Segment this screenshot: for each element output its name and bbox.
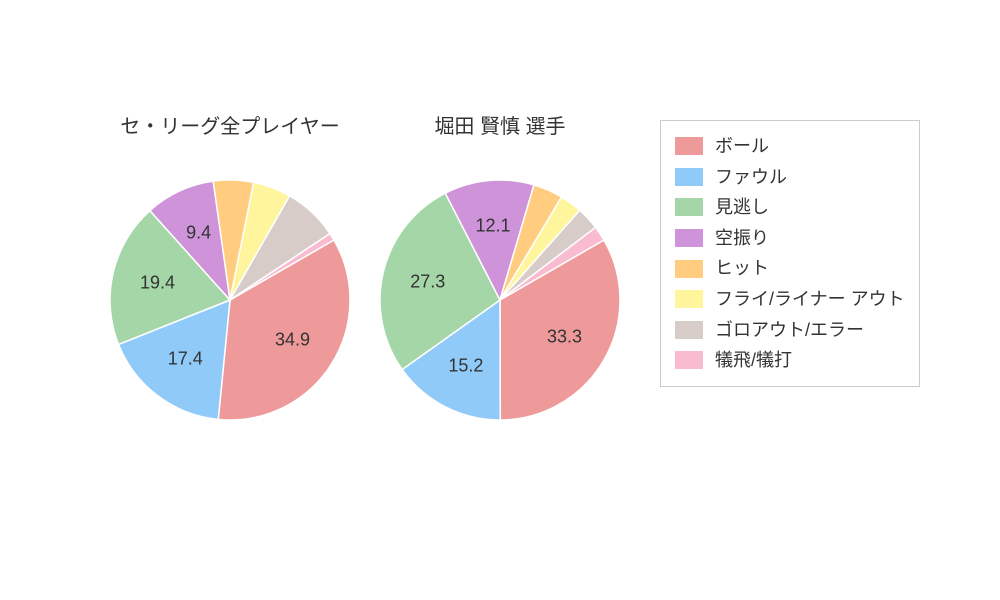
slice-label-player-looking: 27.3 bbox=[410, 272, 445, 293]
legend-label-looking: 見逃し bbox=[715, 192, 769, 223]
slice-league-hit bbox=[213, 180, 254, 300]
slice-player-swing bbox=[445, 180, 534, 300]
slice-label-player-swing: 12.1 bbox=[476, 215, 511, 236]
legend-label-flyout: フライ/ライナー アウト bbox=[715, 284, 905, 315]
legend-item-ball: ボール bbox=[675, 131, 905, 162]
slice-league-groundout bbox=[230, 196, 330, 300]
slice-player-groundout bbox=[500, 210, 596, 300]
slice-label-player-ball: 33.3 bbox=[547, 327, 582, 348]
legend-item-looking: 見逃し bbox=[675, 192, 905, 223]
legend-item-flyout: フライ/ライナー アウト bbox=[675, 284, 905, 315]
legend-item-hit: ヒット bbox=[675, 253, 905, 284]
legend-label-groundout: ゴロアウト/エラー bbox=[715, 315, 864, 346]
slice-player-flyout bbox=[500, 197, 580, 300]
legend-swatch-flyout bbox=[675, 290, 703, 308]
legend-swatch-groundout bbox=[675, 321, 703, 339]
legend-item-groundout: ゴロアウト/エラー bbox=[675, 315, 905, 346]
legend: ボールファウル見逃し空振りヒットフライ/ライナー アウトゴロアウト/エラー犠飛/… bbox=[660, 120, 920, 387]
legend-swatch-foul bbox=[675, 168, 703, 186]
legend-label-sac: 犠飛/犠打 bbox=[715, 345, 792, 376]
legend-item-swing: 空振り bbox=[675, 223, 905, 254]
legend-swatch-swing bbox=[675, 229, 703, 247]
chart-title-league: セ・リーグ全プレイヤー bbox=[110, 110, 350, 139]
legend-item-foul: ファウル bbox=[675, 162, 905, 193]
legend-label-ball: ボール bbox=[715, 131, 769, 162]
legend-swatch-looking bbox=[675, 198, 703, 216]
legend-swatch-ball bbox=[675, 137, 703, 155]
slice-label-league-looking: 19.4 bbox=[140, 273, 175, 294]
legend-item-sac: 犠飛/犠打 bbox=[675, 345, 905, 376]
legend-label-swing: 空振り bbox=[715, 223, 769, 254]
slice-label-league-foul: 17.4 bbox=[168, 349, 203, 370]
slice-league-flyout bbox=[230, 182, 290, 300]
chart-title-player: 堀田 賢慎 選手 bbox=[380, 110, 620, 139]
slice-label-player-foul: 15.2 bbox=[448, 356, 483, 377]
slice-player-hit bbox=[500, 185, 562, 300]
legend-label-foul: ファウル bbox=[715, 162, 787, 193]
legend-swatch-hit bbox=[675, 260, 703, 278]
slice-player-sac bbox=[500, 227, 604, 300]
slice-label-league-swing: 9.4 bbox=[186, 222, 211, 243]
legend-swatch-sac bbox=[675, 351, 703, 369]
chart-stage: セ・リーグ全プレイヤー 堀田 賢慎 選手 34.9 17.4 19.4 9.4 33.3… bbox=[0, 0, 1000, 600]
legend-label-hit: ヒット bbox=[715, 253, 769, 284]
slice-label-league-ball: 34.9 bbox=[275, 330, 310, 351]
slice-league-sac bbox=[230, 234, 334, 300]
